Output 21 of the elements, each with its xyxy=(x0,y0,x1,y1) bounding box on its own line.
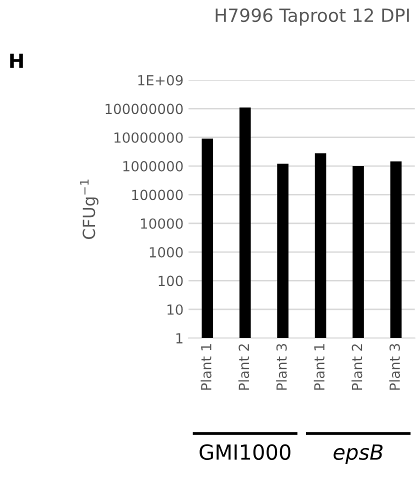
y-tick-label: 10 xyxy=(168,304,183,315)
x-tick-label: Plant 2 xyxy=(238,344,250,390)
y-tick-label: 1000000 xyxy=(123,161,183,172)
x-tick-label: Plant 1 xyxy=(314,344,325,390)
y-tick-label: 100000 xyxy=(132,190,183,200)
y-tick-label: 1000 xyxy=(150,247,183,258)
x-tick-label: Plant 2 xyxy=(352,344,362,390)
y-tick-label: 10000000 xyxy=(114,132,183,143)
text: epsB xyxy=(334,444,383,464)
y-tick-label: 100 xyxy=(158,276,183,286)
y-tick-label: 1E+09 xyxy=(138,74,183,86)
x-tick-label: Plant 1 xyxy=(200,344,212,390)
chart-title: H7996 Taproot 12 DPI xyxy=(216,8,409,26)
y-tick-label: 100000000 xyxy=(106,104,183,114)
y-tick-label: 10000 xyxy=(141,218,183,229)
x-tick-label: Plant 3 xyxy=(276,344,287,390)
x-tick-label: Plant 3 xyxy=(389,344,400,390)
text: H xyxy=(10,54,23,68)
text: GMI1000 xyxy=(200,444,290,460)
y-tick-label: 1 xyxy=(176,333,182,344)
y-axis-title: CFUg$^{−1}$ xyxy=(80,180,98,240)
